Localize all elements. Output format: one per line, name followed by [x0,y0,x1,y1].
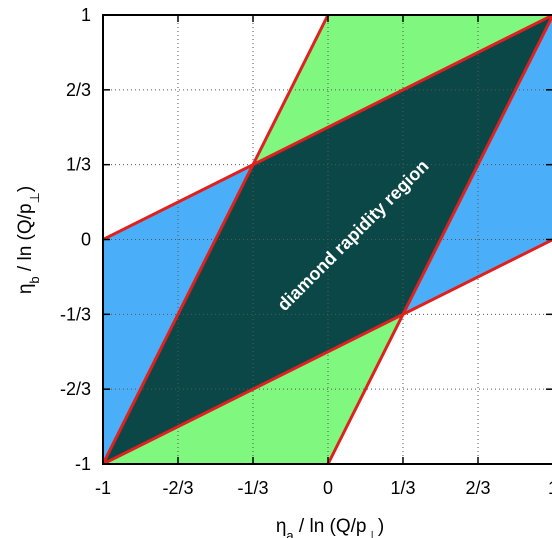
boundary-line [326,15,552,464]
plot-area [103,15,552,464]
lines-layer [103,15,552,464]
x-tick-label: 0 [323,478,333,498]
boundary-line [103,15,330,464]
boundary-line [103,15,552,241]
x-tick-label: 1/3 [390,478,415,498]
y-tick-label: 1/3 [66,155,91,175]
y-tick-label: -1 [75,454,91,474]
y-tick-label: -1/3 [60,304,91,324]
x-tick-label: -1 [95,478,111,498]
ticks-layer: -1 -2/3 -1/3 0 1/3 2/3 1 -1 -2/3 -1/3 0 1/3 2/3 1 [60,5,552,498]
x-tick-label: -2/3 [162,478,193,498]
y-tick-label: -2/3 [60,379,91,399]
boundary-line [103,238,552,464]
y-tick-label: 0 [81,230,91,250]
y-axis-label: ηb / ln (Q/p⊥) [15,186,42,294]
grid-layer [103,15,552,464]
x-tick-label: 2/3 [465,478,490,498]
y-tick-label: 2/3 [66,80,91,100]
x-tick-label: 1 [548,478,552,498]
x-tick-label: -1/3 [237,478,268,498]
x-axis-label: ηa / ln (Q/p⊥) [276,516,384,538]
y-tick-label: 1 [81,5,91,25]
